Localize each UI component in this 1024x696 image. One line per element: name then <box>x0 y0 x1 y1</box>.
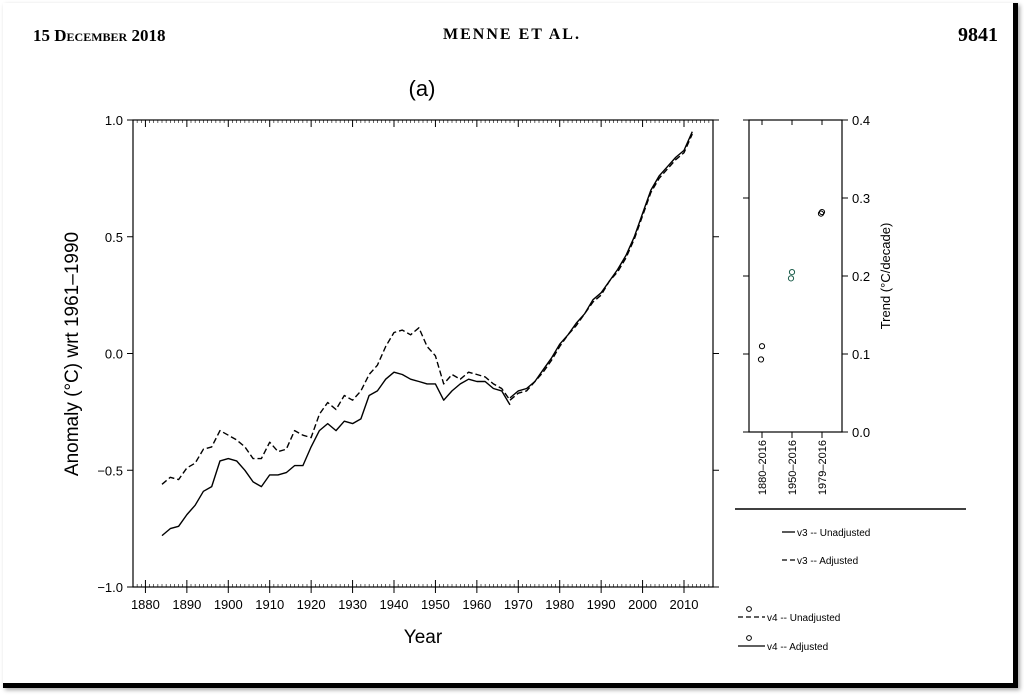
trend-y-tick-label: 0.1 <box>852 347 870 362</box>
trend-plot: 0.4 0.3 0.2 0.1 0.0 1880–2016 1950–2016 1979–2… <box>743 113 893 495</box>
x-tick-label: 1890 <box>172 597 201 612</box>
x-tick-label: 1930 <box>338 597 367 612</box>
x-tick-label: 2000 <box>628 597 657 612</box>
x-tick-label: 1910 <box>255 597 284 612</box>
main-y-axis-label: Anomaly (°C) wrt 1961–1990 <box>62 232 83 476</box>
trend-y-tick-label: 0.2 <box>852 269 870 284</box>
legend-marker <box>746 635 752 641</box>
trend-y-tick-label: 0.0 <box>852 425 870 440</box>
trend-point <box>757 356 765 363</box>
trend-plot-frame <box>748 119 843 433</box>
x-tick-label: 1970 <box>504 597 533 612</box>
x-tick-label: 1920 <box>297 597 326 612</box>
main-plot: 1880 1890 1900 1910 1920 1930 1940 1950 1960 1970… <box>62 113 719 648</box>
trend-y-axis-label: Trend (°C/decade) <box>878 223 893 330</box>
series-line <box>161 327 511 485</box>
x-tick-label: 1980 <box>545 597 574 612</box>
legend-label: v3 -- Adjusted <box>797 556 858 567</box>
x-tick-label: 1940 <box>380 597 409 612</box>
y-tick-label: −1.0 <box>97 580 123 595</box>
trend-category-label: 1979–2016 <box>817 440 829 495</box>
trend-category-label: 1950–2016 <box>787 440 799 495</box>
trend-point <box>758 343 766 350</box>
page-frame <box>3 3 1018 688</box>
legend-label: v4 -- Unadjusted <box>767 613 840 624</box>
x-tick-label: 1960 <box>462 597 491 612</box>
main-plot-frame <box>132 119 714 588</box>
x-tick-label: 1900 <box>214 597 243 612</box>
x-tick-label: 1990 <box>587 597 616 612</box>
trend-y-tick-label: 0.4 <box>852 113 870 128</box>
y-tick-label: 0.0 <box>105 347 123 362</box>
header-date: 15 December 2018 <box>33 26 166 45</box>
trend-point <box>817 210 825 217</box>
legend-label: v3 -- Unadjusted <box>797 528 870 539</box>
series-line <box>509 133 693 401</box>
y-tick-label: 0.5 <box>105 230 123 245</box>
trend-point <box>788 269 796 276</box>
series-line <box>509 131 693 399</box>
x-tick-label: 1880 <box>131 597 160 612</box>
trend-y-tick-label: 0.3 <box>852 191 870 206</box>
trend-point <box>787 275 795 282</box>
legend-label: v4 -- Adjusted <box>767 642 828 653</box>
panel-label: (a) <box>409 76 436 101</box>
series-line <box>161 371 511 537</box>
x-tick-label: 2010 <box>670 597 699 612</box>
x-tick-label: 1950 <box>421 597 450 612</box>
legend: v3 -- Unadjusted v3 -- Adjusted v4 -- Unad… <box>738 528 870 653</box>
legend-marker <box>746 606 752 612</box>
y-tick-label: −0.5 <box>97 463 123 478</box>
header-page-number: 9841 <box>958 24 998 46</box>
trend-category-label: 1880–2016 <box>757 440 769 495</box>
main-x-axis-label: Year <box>404 627 443 648</box>
y-tick-label: 1.0 <box>105 113 123 128</box>
header-authors: MENNE ET AL. <box>443 26 581 43</box>
